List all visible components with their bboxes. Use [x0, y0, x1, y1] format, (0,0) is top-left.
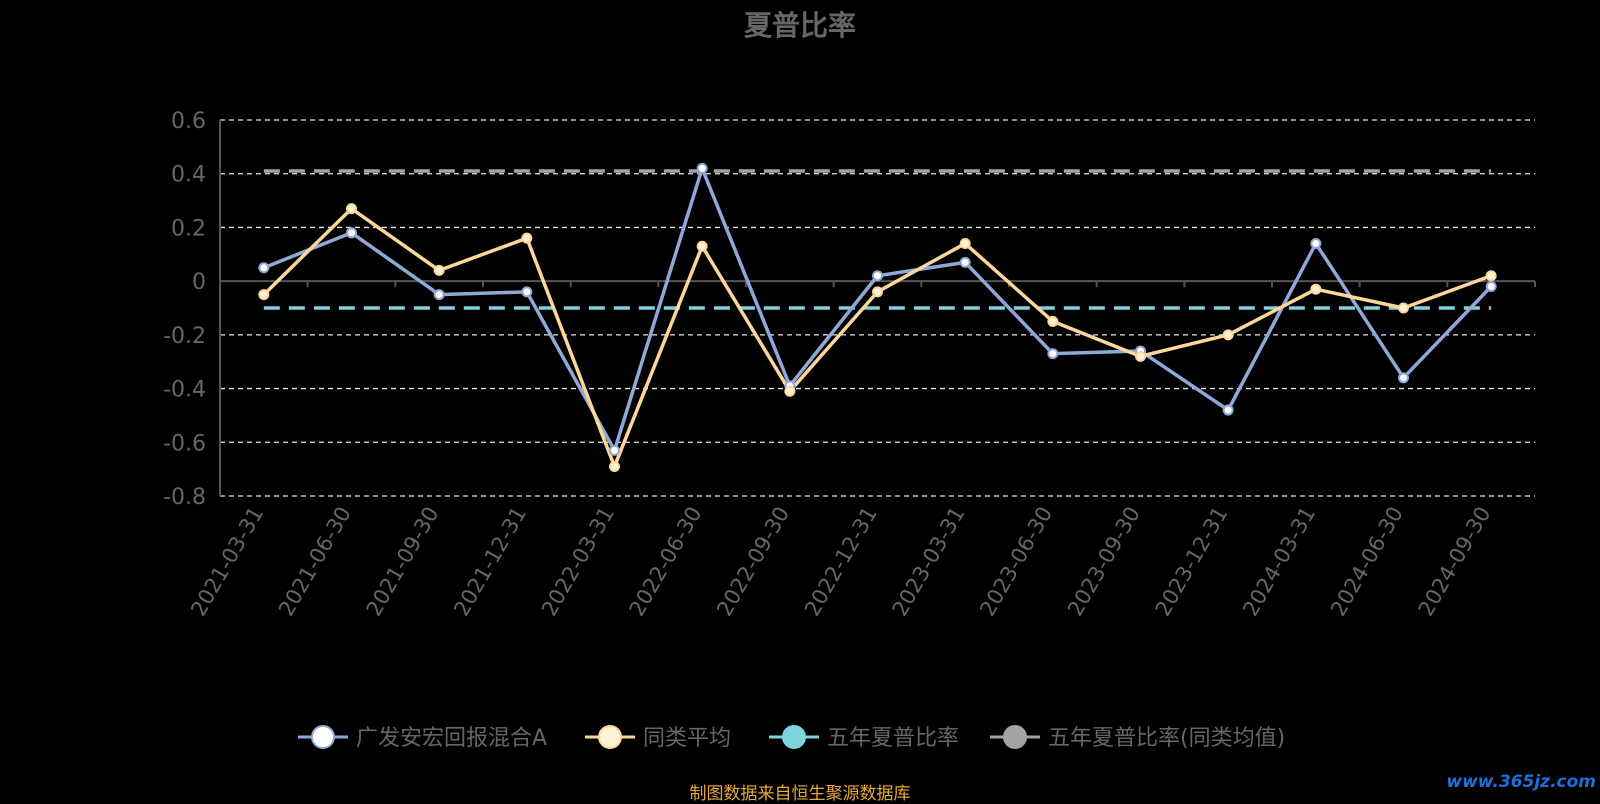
y-tick-label: 0.2 — [171, 216, 206, 241]
site-watermark: www.365jz.com — [1446, 772, 1596, 792]
x-tick-label: 2023-03-31 — [888, 503, 970, 621]
data-point — [433, 264, 445, 276]
data-point — [521, 232, 533, 244]
x-tick-label: 2021-06-30 — [274, 503, 356, 621]
data-point — [1222, 329, 1234, 341]
legend-marker — [311, 725, 335, 749]
legend-marker — [782, 725, 806, 749]
y-tick-label: -0.4 — [163, 378, 206, 403]
data-point — [258, 262, 270, 274]
data-point — [346, 227, 357, 239]
x-tick-label: 2021-03-31 — [186, 503, 268, 621]
data-point — [1135, 350, 1146, 362]
x-tick-label: 2024-09-30 — [1414, 503, 1496, 621]
y-tick-label: 0.6 — [171, 109, 206, 134]
y-tick-label: -0.6 — [163, 431, 206, 456]
legend-label: 同类平均 — [643, 726, 731, 751]
y-tick-label: -0.8 — [163, 485, 206, 510]
data-point — [258, 289, 270, 301]
data-point — [609, 444, 620, 456]
data-point — [872, 270, 883, 282]
legend-marker — [1003, 725, 1027, 749]
data-point — [1398, 372, 1409, 384]
y-tick-label: 0 — [192, 270, 206, 295]
legend-label: 五年夏普比率(同类均值) — [1048, 726, 1285, 751]
x-tick-label: 2023-12-31 — [1151, 503, 1233, 621]
x-tick-label: 2023-09-30 — [1063, 503, 1145, 621]
legend-label: 广发安宏回报混合A — [356, 726, 547, 751]
x-tick-label: 2024-06-30 — [1326, 503, 1408, 621]
x-tick-label: 2023-06-30 — [975, 503, 1057, 621]
chart-title: 夏普比率 — [743, 9, 856, 42]
data-point — [346, 203, 357, 215]
data-point — [1310, 283, 1322, 295]
data-point — [872, 286, 883, 298]
data-point — [1398, 302, 1409, 314]
x-tick-label: 2022-03-31 — [537, 503, 619, 621]
x-tick-label: 2021-09-30 — [362, 502, 444, 620]
data-point — [1047, 315, 1059, 327]
legend-item: 广发安宏回报混合A — [298, 725, 547, 751]
y-tick-label: 0.4 — [171, 163, 206, 188]
data-point — [1310, 238, 1322, 250]
data-source-credit: 制图数据来自恒生聚源数据库 — [689, 784, 911, 804]
data-point — [959, 256, 971, 268]
series-line — [262, 206, 1492, 469]
data-point — [1222, 404, 1234, 416]
data-point — [959, 238, 971, 250]
data-point — [1047, 348, 1059, 360]
y-tick-label: -0.2 — [163, 324, 206, 349]
legend-item: 五年夏普比率 — [769, 725, 959, 751]
legend-item: 五年夏普比率(同类均值) — [990, 725, 1285, 751]
data-point — [696, 240, 708, 252]
x-tick-label: 2022-12-31 — [800, 503, 882, 621]
legend-label: 五年夏普比率 — [827, 726, 959, 751]
x-tick-label: 2022-06-30 — [625, 503, 707, 621]
data-point — [433, 289, 445, 301]
legend-marker — [598, 725, 622, 749]
data-point — [1485, 281, 1497, 293]
x-tick-label: 2021-12-31 — [449, 503, 531, 621]
data-point — [1485, 270, 1497, 282]
data-point — [784, 385, 796, 397]
data-point — [696, 162, 708, 174]
data-point — [609, 460, 620, 472]
x-tick-label: 2022-09-30 — [712, 503, 794, 621]
legend-item: 同类平均 — [585, 725, 731, 751]
data-point — [521, 286, 533, 298]
x-tick-label: 2024-03-31 — [1238, 503, 1320, 621]
